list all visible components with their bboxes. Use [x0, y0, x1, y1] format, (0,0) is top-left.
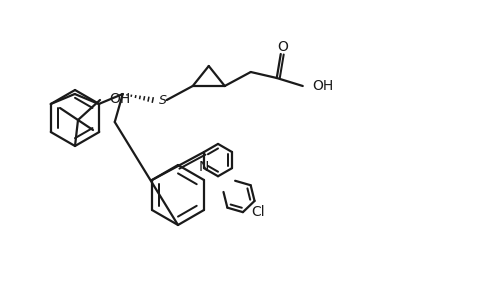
Text: OH: OH: [312, 79, 333, 93]
Text: N: N: [199, 160, 209, 174]
Text: OH: OH: [109, 92, 130, 106]
Text: S: S: [159, 94, 166, 107]
Text: Cl: Cl: [251, 205, 264, 219]
Text: O: O: [278, 40, 288, 54]
